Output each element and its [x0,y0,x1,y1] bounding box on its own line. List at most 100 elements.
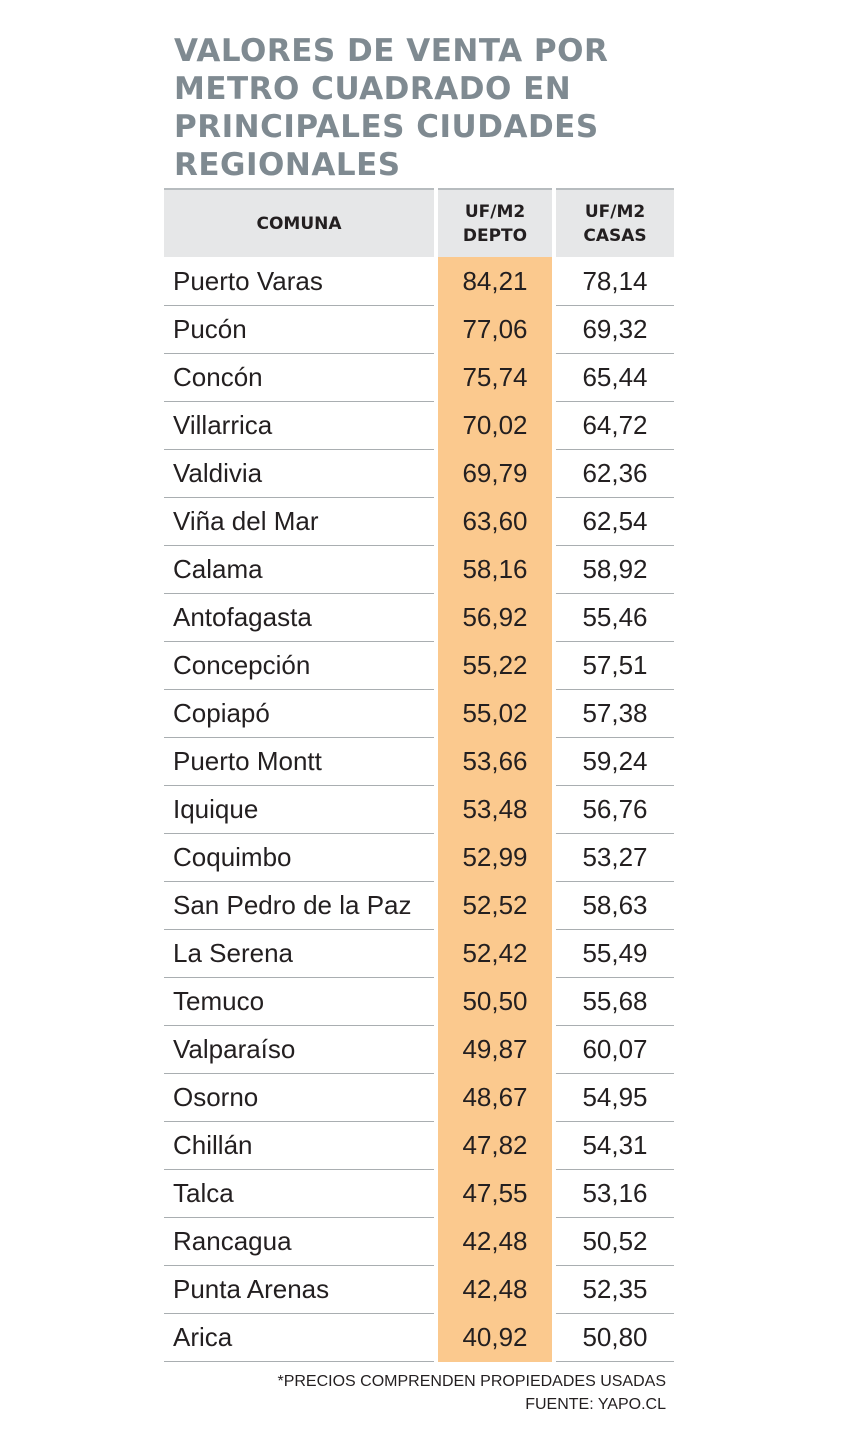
header-row: COMUNA UF/M2 DEPTO UF/M2 CASAS [164,188,674,257]
comuna-cell: Copiapó [164,689,438,738]
table-row: Villarrica 70,02 64,72 [164,401,674,450]
comuna-cell: Concepción [164,641,438,690]
header-casas-label: CASAS [583,225,647,246]
table-row: Calama 58,16 58,92 [164,545,674,594]
casas-value-cell: 69,32 [554,305,674,354]
comuna-cell: Chillán [164,1121,438,1170]
depto-value-cell: 69,79 [436,449,556,498]
casas-value-cell: 57,51 [554,641,674,690]
table-row: Arica 40,92 50,80 [164,1313,674,1362]
casas-value-cell: 58,92 [554,545,674,594]
table-row: Chillán 47,82 54,31 [164,1121,674,1170]
depto-value-cell: 52,52 [436,881,556,930]
depto-value-cell: 40,92 [436,1313,556,1362]
casas-value-cell: 58,63 [554,881,674,930]
header-casas: UF/M2 CASAS [554,188,674,257]
title-line: REGIONALES [174,147,401,183]
depto-value-cell: 52,99 [436,833,556,882]
comuna-cell: Puerto Varas [164,257,438,306]
table-row: Rancagua 42,48 50,52 [164,1217,674,1266]
title-line: VALORES DE VENTA POR [174,33,609,69]
source-note: FUENTE: YAPO.CL [525,1396,666,1413]
comuna-cell: Talca [164,1169,438,1218]
depto-value-cell: 75,74 [436,353,556,402]
casas-value-cell: 78,14 [554,257,674,306]
depto-value-cell: 52,42 [436,929,556,978]
header-depto-unit: UF/M2 [464,201,526,222]
casas-value-cell: 59,24 [554,737,674,786]
casas-value-cell: 62,54 [554,497,674,546]
casas-value-cell: 65,44 [554,353,674,402]
table-row: Valparaíso 49,87 60,07 [164,1025,674,1074]
header-casas-unit: UF/M2 [584,201,646,222]
table-row: Iquique 53,48 56,76 [164,785,674,834]
table-row: San Pedro de la Paz 52,52 58,63 [164,881,674,930]
casas-value-cell: 57,38 [554,689,674,738]
table-row: Concón 75,74 65,44 [164,353,674,402]
depto-value-cell: 42,48 [436,1217,556,1266]
comuna-cell: Puerto Montt [164,737,438,786]
casas-value-cell: 50,80 [554,1313,674,1362]
comuna-cell: Arica [164,1313,438,1362]
depto-value-cell: 84,21 [436,257,556,306]
table-row: Coquimbo 52,99 53,27 [164,833,674,882]
comuna-cell: Calama [164,545,438,594]
footnote: *PRECIOS COMPRENDEN PROPIEDADES USADAS [277,1373,666,1390]
depto-value-cell: 48,67 [436,1073,556,1122]
table-row: Punta Arenas 42,48 52,35 [164,1265,674,1314]
casas-value-cell: 60,07 [554,1025,674,1074]
casas-value-cell: 55,68 [554,977,674,1026]
table-row: Pucón 77,06 69,32 [164,305,674,354]
table-row: Valdivia 69,79 62,36 [164,449,674,498]
comuna-cell: Coquimbo [164,833,438,882]
casas-value-cell: 56,76 [554,785,674,834]
depto-value-cell: 53,48 [436,785,556,834]
casas-value-cell: 53,27 [554,833,674,882]
comuna-cell: Valparaíso [164,1025,438,1074]
table-body: Puerto Varas 84,21 78,14 Pucón 77,06 69,32 Con… [164,257,674,1362]
comuna-cell: Antofagasta [164,593,438,642]
comuna-cell: Valdivia [164,449,438,498]
table-row: Osorno 48,67 54,95 [164,1073,674,1122]
title-line: PRINCIPALES CIUDADES [174,109,599,145]
table-row: Talca 47,55 53,16 [164,1169,674,1218]
depto-value-cell: 47,55 [436,1169,556,1218]
table-row: Antofagasta 56,92 55,46 [164,593,674,642]
casas-value-cell: 54,31 [554,1121,674,1170]
header-depto: UF/M2 DEPTO [436,188,556,257]
depto-value-cell: 63,60 [436,497,556,546]
comuna-cell: Osorno [164,1073,438,1122]
depto-value-cell: 55,02 [436,689,556,738]
comuna-cell: La Serena [164,929,438,978]
depto-value-cell: 70,02 [436,401,556,450]
comuna-cell: Temuco [164,977,438,1026]
comuna-cell: Villarrica [164,401,438,450]
comuna-cell: Rancagua [164,1217,438,1266]
casas-value-cell: 55,46 [554,593,674,642]
comuna-cell: Concón [164,353,438,402]
table-row: Temuco 50,50 55,68 [164,977,674,1026]
title-line: METRO CUADRADO EN [174,71,572,107]
depto-value-cell: 58,16 [436,545,556,594]
table-row: Puerto Varas 84,21 78,14 [164,257,674,306]
comuna-cell: San Pedro de la Paz [164,881,438,930]
header-comuna: COMUNA [164,188,438,257]
comuna-cell: Iquique [164,785,438,834]
depto-value-cell: 55,22 [436,641,556,690]
table-row: Viña del Mar 63,60 62,54 [164,497,674,546]
comuna-cell: Viña del Mar [164,497,438,546]
header-depto-label: DEPTO [462,225,528,246]
depto-value-cell: 50,50 [436,977,556,1026]
comuna-cell: Pucón [164,305,438,354]
table-row: Copiapó 55,02 57,38 [164,689,674,738]
casas-value-cell: 54,95 [554,1073,674,1122]
depto-value-cell: 56,92 [436,593,556,642]
table-row: Concepción 55,22 57,51 [164,641,674,690]
depto-value-cell: 47,82 [436,1121,556,1170]
depto-value-cell: 53,66 [436,737,556,786]
chart-title: VALORES DE VENTA POR METRO CUADRADO EN P… [174,32,694,184]
table-row: La Serena 52,42 55,49 [164,929,674,978]
comuna-cell: Punta Arenas [164,1265,438,1314]
depto-value-cell: 49,87 [436,1025,556,1074]
casas-value-cell: 62,36 [554,449,674,498]
